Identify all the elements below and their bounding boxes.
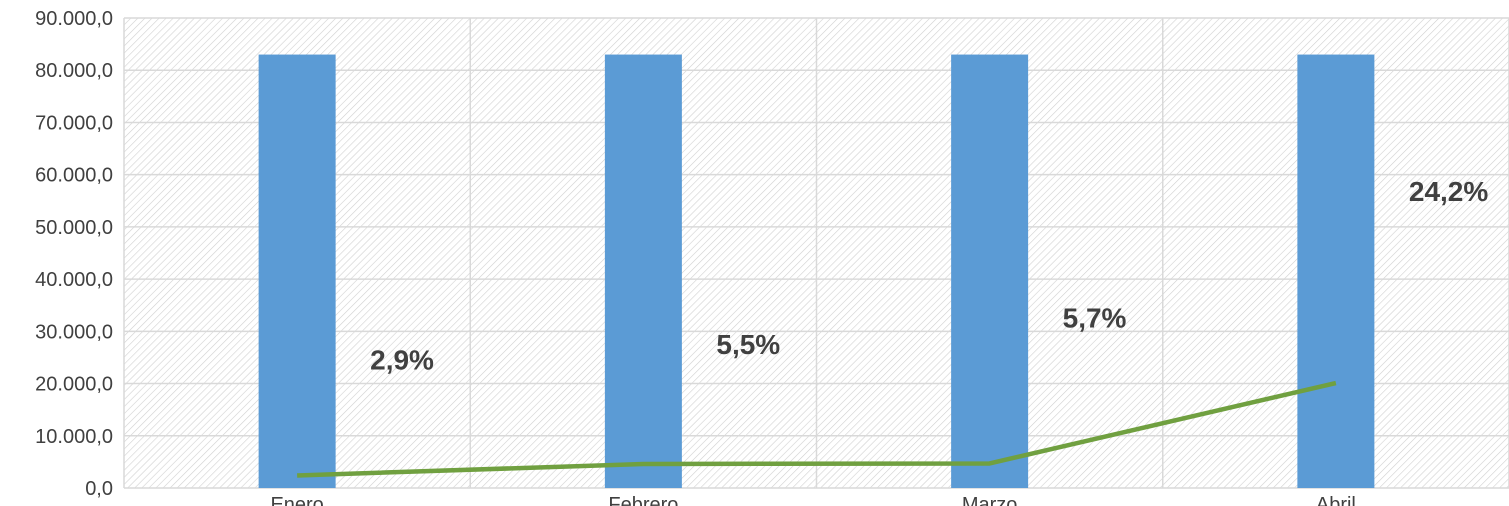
line-series (297, 380, 1337, 478)
y-tick-label: 0,0 (85, 478, 113, 500)
data-label: 2,9% (370, 344, 434, 375)
bar (951, 54, 1029, 489)
data-label: 5,7% (1063, 302, 1127, 333)
x-tick-label: Marzo (962, 494, 1018, 506)
y-tick-label: 20.000,0 (35, 374, 113, 396)
y-axis-tick-labels: 0,0 10.000,0 20.000,0 30.000,0 40.000,0 50.00… (35, 8, 113, 500)
data-label: 5,5% (716, 329, 780, 360)
bars (258, 54, 1375, 489)
line-series-path (297, 380, 1337, 478)
y-tick-label: 80.000,0 (35, 60, 113, 82)
data-label: 24,2% (1409, 176, 1488, 207)
y-tick-label: 60.000,0 (35, 165, 113, 187)
y-tick-label: 40.000,0 (35, 269, 113, 291)
bar (1297, 54, 1375, 489)
x-tick-label: Abril (1316, 494, 1356, 506)
y-tick-label: 70.000,0 (35, 112, 113, 134)
bar (258, 54, 336, 489)
gridlines (123, 17, 1509, 489)
y-tick-label: 10.000,0 (35, 426, 113, 448)
x-axis-tick-labels: Enero Febrero Marzo Abril (270, 494, 1355, 506)
x-tick-label: Enero (270, 494, 323, 506)
y-tick-label: 30.000,0 (35, 321, 113, 343)
data-labels: 2,9% 5,5% 5,7% 24,2% (370, 176, 1488, 375)
bar (604, 54, 682, 489)
y-tick-label: 50.000,0 (35, 217, 113, 239)
y-tick-label: 90.000,0 (35, 8, 113, 30)
x-tick-label: Febrero (608, 494, 678, 506)
